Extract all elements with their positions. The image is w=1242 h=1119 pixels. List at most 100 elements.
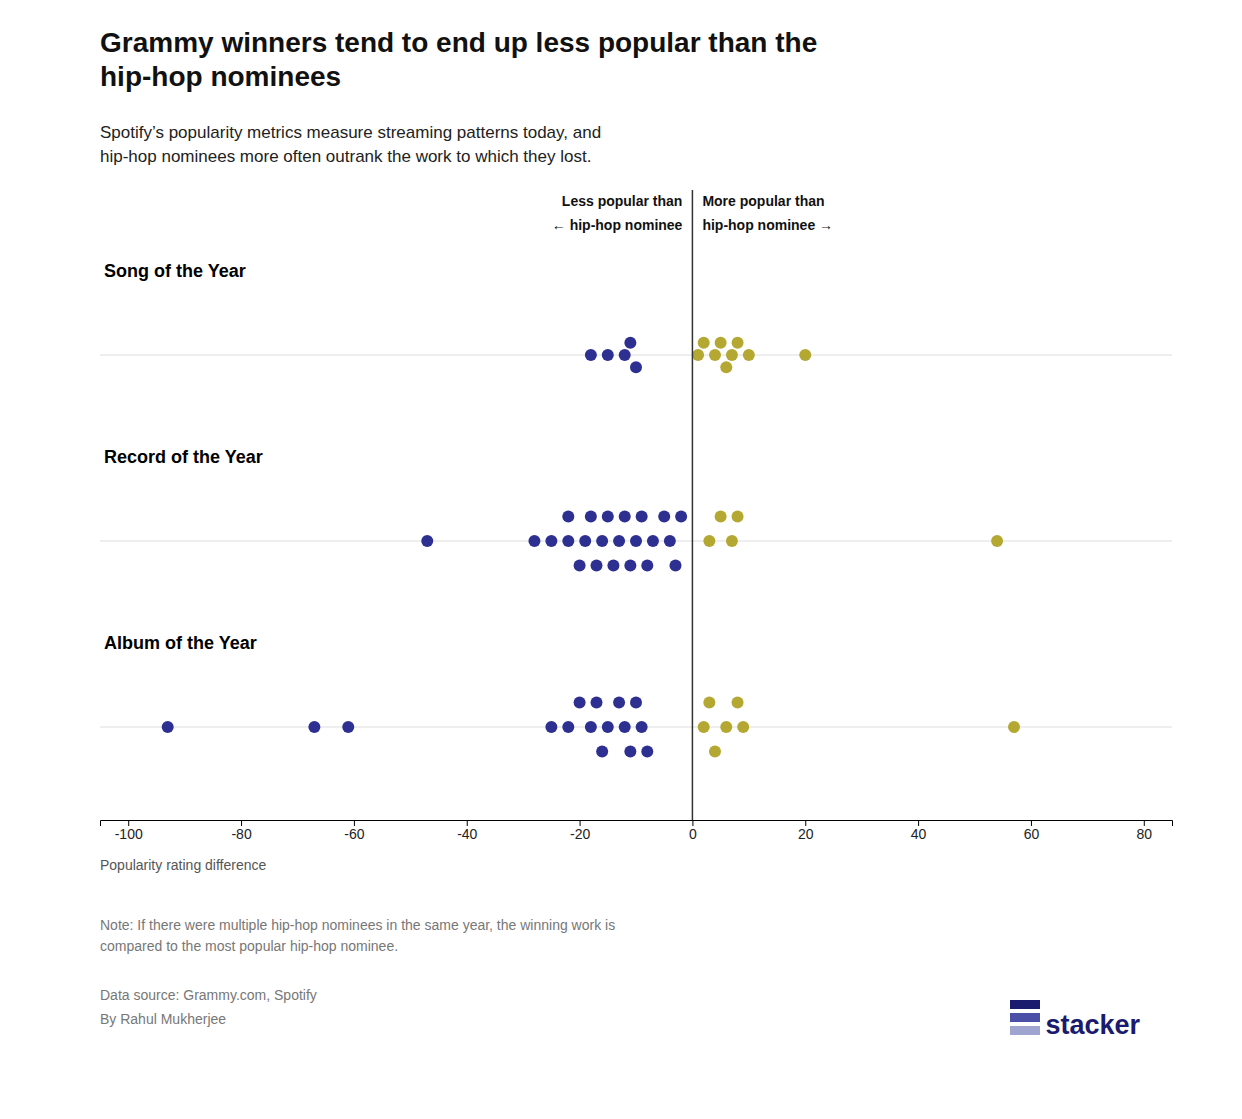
dot: [991, 535, 1003, 547]
dot: [636, 510, 648, 522]
dot: [675, 510, 687, 522]
band-line: [100, 355, 1172, 356]
dot: [641, 746, 653, 758]
tick-label: 40: [911, 826, 927, 842]
tick-label: -100: [115, 826, 143, 842]
logo-icon: [1010, 1000, 1040, 1035]
dot: [619, 510, 631, 522]
tick: -40: [457, 820, 477, 842]
dot: [421, 535, 433, 547]
dot: [709, 349, 721, 361]
dot: [602, 721, 614, 733]
text-line: hip-hop nominees: [100, 61, 341, 92]
tick-label: -20: [570, 826, 590, 842]
tick: -100: [115, 820, 143, 842]
dot: [619, 349, 631, 361]
dot: [308, 721, 320, 733]
tick: -20: [570, 820, 590, 842]
dot: [669, 560, 681, 572]
dot: [743, 349, 755, 361]
category-label: Album of the Year: [104, 633, 257, 653]
dot: [562, 721, 574, 733]
category-label: Song of the Year: [104, 261, 246, 281]
dot: [664, 535, 676, 547]
dot: [703, 535, 715, 547]
dots: [162, 337, 1020, 758]
text-line: compared to the most popular hip-hop nom…: [100, 938, 398, 954]
annotation: hip-hop nominee →: [702, 217, 833, 233]
dot: [613, 696, 625, 708]
dot: [591, 696, 603, 708]
dot: [647, 535, 659, 547]
dot: [720, 361, 732, 373]
logo-bar: [1010, 1000, 1040, 1009]
subtitle: Spotify’s popularity metrics measure str…: [100, 123, 601, 166]
band-lines: [100, 355, 1172, 727]
dot: [602, 349, 614, 361]
author: By Rahul Mukherjee: [100, 1011, 226, 1027]
tick: 40: [911, 820, 927, 842]
logo-bar: [1010, 1013, 1040, 1022]
dot: [709, 746, 721, 758]
dot: [737, 721, 749, 733]
tick-label: 80: [1137, 826, 1153, 842]
dot: [602, 510, 614, 522]
text-line: hip-hop nominees more often outrank the …: [100, 147, 591, 166]
dot: [562, 510, 574, 522]
dot: [636, 721, 648, 733]
tick: -80: [231, 820, 251, 842]
x-label: Popularity rating difference: [100, 857, 266, 873]
tick-label: -80: [231, 826, 251, 842]
dot: [624, 560, 636, 572]
dot: [619, 721, 631, 733]
tick-label: 60: [1024, 826, 1040, 842]
tick: 0: [689, 820, 697, 842]
dot: [630, 535, 642, 547]
dot: [596, 746, 608, 758]
logo-bar: [1010, 1026, 1040, 1035]
chart: Grammy winners tend to end up less popul…: [0, 0, 1242, 1119]
tick: 80: [1137, 820, 1153, 842]
dot: [630, 696, 642, 708]
dot: [162, 721, 174, 733]
dot: [528, 535, 540, 547]
tick: 60: [1024, 820, 1040, 842]
annotation: Less popular than: [562, 193, 683, 209]
dot: [585, 510, 597, 522]
dot: [579, 535, 591, 547]
dot: [574, 560, 586, 572]
tick: -60: [344, 820, 364, 842]
dot: [607, 560, 619, 572]
dot: [692, 349, 704, 361]
dot: [591, 560, 603, 572]
dot: [545, 721, 557, 733]
tick-label: 0: [689, 826, 697, 842]
tick-label: 20: [798, 826, 814, 842]
dot: [585, 721, 597, 733]
category-label: Record of the Year: [104, 447, 263, 467]
data-source: Data source: Grammy.com, Spotify: [100, 987, 317, 1003]
reference-line: [692, 190, 694, 820]
dot: [715, 510, 727, 522]
text-line: Grammy winners tend to end up less popul…: [100, 27, 817, 58]
tick-label: -60: [344, 826, 364, 842]
dot: [624, 746, 636, 758]
dot: [624, 337, 636, 349]
dot: [545, 535, 557, 547]
text-line: Note: If there were multiple hip-hop nom…: [100, 917, 615, 933]
dot: [703, 696, 715, 708]
dot: [720, 721, 732, 733]
dot: [574, 696, 586, 708]
dot: [1008, 721, 1020, 733]
x-axis: -100 -80 -60 -40 -20 0 20 40 60 80: [101, 820, 1173, 842]
dot: [613, 535, 625, 547]
text-line: Spotify’s popularity metrics measure str…: [100, 123, 601, 142]
dot: [715, 337, 727, 349]
dot: [342, 721, 354, 733]
dot: [698, 337, 710, 349]
dot: [658, 510, 670, 522]
title: Grammy winners tend to end up less popul…: [100, 27, 817, 92]
axis-line: [101, 821, 1173, 827]
dot: [698, 721, 710, 733]
dot: [726, 535, 738, 547]
